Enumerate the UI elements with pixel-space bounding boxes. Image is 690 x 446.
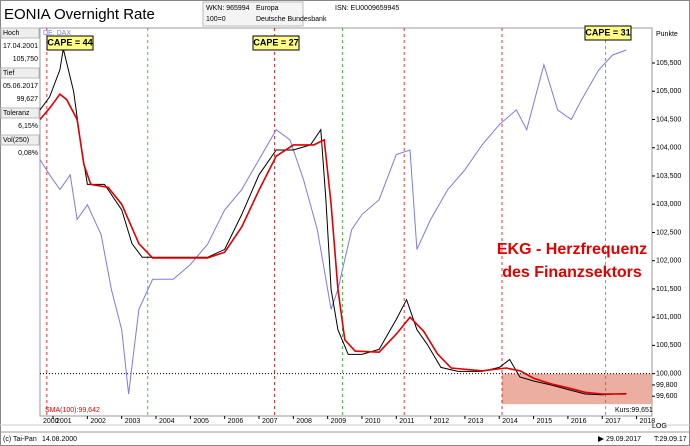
annotation-red: EKG - Herzfrequenz — [497, 241, 647, 258]
scale-mode: LOG — [652, 423, 667, 430]
x-tick-label: 2009 — [331, 418, 347, 425]
y-tick-label: 104,500 — [656, 116, 681, 123]
series-line — [39, 48, 627, 396]
end-date: 29.09.2017 — [606, 436, 641, 443]
x-tick-label: 2013 — [468, 418, 484, 425]
timestamp: T:29.09.17 — [654, 436, 687, 443]
legend-entry: SMA(100):99,642 — [45, 407, 100, 414]
info-box — [0, 27, 40, 39]
x-tick-label: 2018 — [640, 418, 656, 425]
x-tick-label: 2016 — [571, 418, 587, 425]
region: Europa — [256, 5, 279, 12]
x-tick-label: 2000 — [43, 418, 59, 425]
x-tick-label: 2011 — [399, 418, 414, 425]
info-label: Tief — [3, 70, 14, 77]
info-label: Toleranz — [3, 110, 30, 117]
info-value: 17.04.2001 — [3, 43, 38, 50]
info-value: 05.06.2017 — [3, 83, 38, 90]
x-tick-label: 2001 — [56, 418, 72, 425]
annotation: CAPE = 27 — [253, 37, 298, 47]
x-tick-label: 2014 — [502, 418, 518, 425]
legend-entry: Kurs:99,651 — [615, 407, 653, 414]
info-value: 105,750 — [13, 56, 38, 63]
x-tick-label: 2017 — [605, 418, 621, 425]
x-tick-label: 2006 — [228, 418, 244, 425]
x-tick-label: 2004 — [159, 418, 175, 425]
y-tick-label: 101,000 — [656, 314, 681, 321]
annotation-box — [46, 35, 94, 51]
y-tick-label: 101,500 — [656, 286, 681, 293]
y-axis-title: Punkte — [656, 31, 678, 38]
y-tick-label: 102,000 — [656, 258, 681, 265]
header-box — [202, 1, 304, 27]
series-line — [39, 49, 627, 395]
info-label: Vol(250) — [3, 137, 29, 144]
y-tick-label: 103,000 — [656, 201, 681, 208]
arrow-icon — [598, 436, 604, 442]
info-box — [0, 107, 40, 119]
y-tick-label: 99,600 — [656, 393, 678, 400]
x-tick-label: 2003 — [125, 418, 141, 425]
x-tick-label: 2002 — [90, 418, 106, 425]
series-line — [39, 92, 627, 395]
isin: ISN: EU0009659945 — [335, 5, 399, 12]
y-tick-label: 102,500 — [656, 229, 681, 236]
plot-area — [39, 27, 653, 417]
y-tick-label: 100,500 — [656, 342, 681, 349]
y-tick-label: 105,000 — [656, 88, 681, 95]
info-value: 6,15% — [18, 123, 38, 130]
x-tick-label: 2015 — [537, 418, 553, 425]
title: EONIA Overnight Rate — [4, 6, 155, 23]
y-tick-label: 103,500 — [656, 173, 681, 180]
legend-entry: DE: DAX — [43, 30, 71, 37]
base: 100=0 — [206, 16, 226, 23]
y-tick-label: 104,000 — [656, 145, 681, 152]
source: Deutsche Bundesbank — [256, 16, 327, 23]
annotation: CAPE = 31 — [585, 27, 630, 37]
info-value: 0,08% — [18, 150, 38, 157]
annotation: CAPE = 44 — [47, 37, 92, 47]
x-tick-label: 2007 — [262, 418, 278, 425]
x-tick-label: 2008 — [296, 418, 312, 425]
y-tick-label: 105,500 — [656, 60, 681, 67]
x-tick-label: 2010 — [365, 418, 381, 425]
info-value: 99,627 — [17, 96, 39, 103]
copyright: (c) Tai-Pan — [3, 436, 37, 443]
x-tick-label: 2005 — [193, 418, 209, 425]
info-box — [0, 67, 40, 79]
y-tick-label: 99,800 — [656, 382, 678, 389]
y-tick-label: 100,000 — [656, 370, 681, 377]
annotation-red: des Finanzsektors — [502, 264, 642, 281]
start-date: 14.08.2000 — [42, 436, 77, 443]
annotation-box — [584, 25, 632, 41]
info-box — [0, 134, 40, 146]
x-tick-label: 2012 — [434, 418, 450, 425]
annotation-box — [252, 35, 300, 51]
wkn: WKN: 965994 — [206, 5, 250, 12]
info-label: Hoch — [3, 30, 19, 37]
